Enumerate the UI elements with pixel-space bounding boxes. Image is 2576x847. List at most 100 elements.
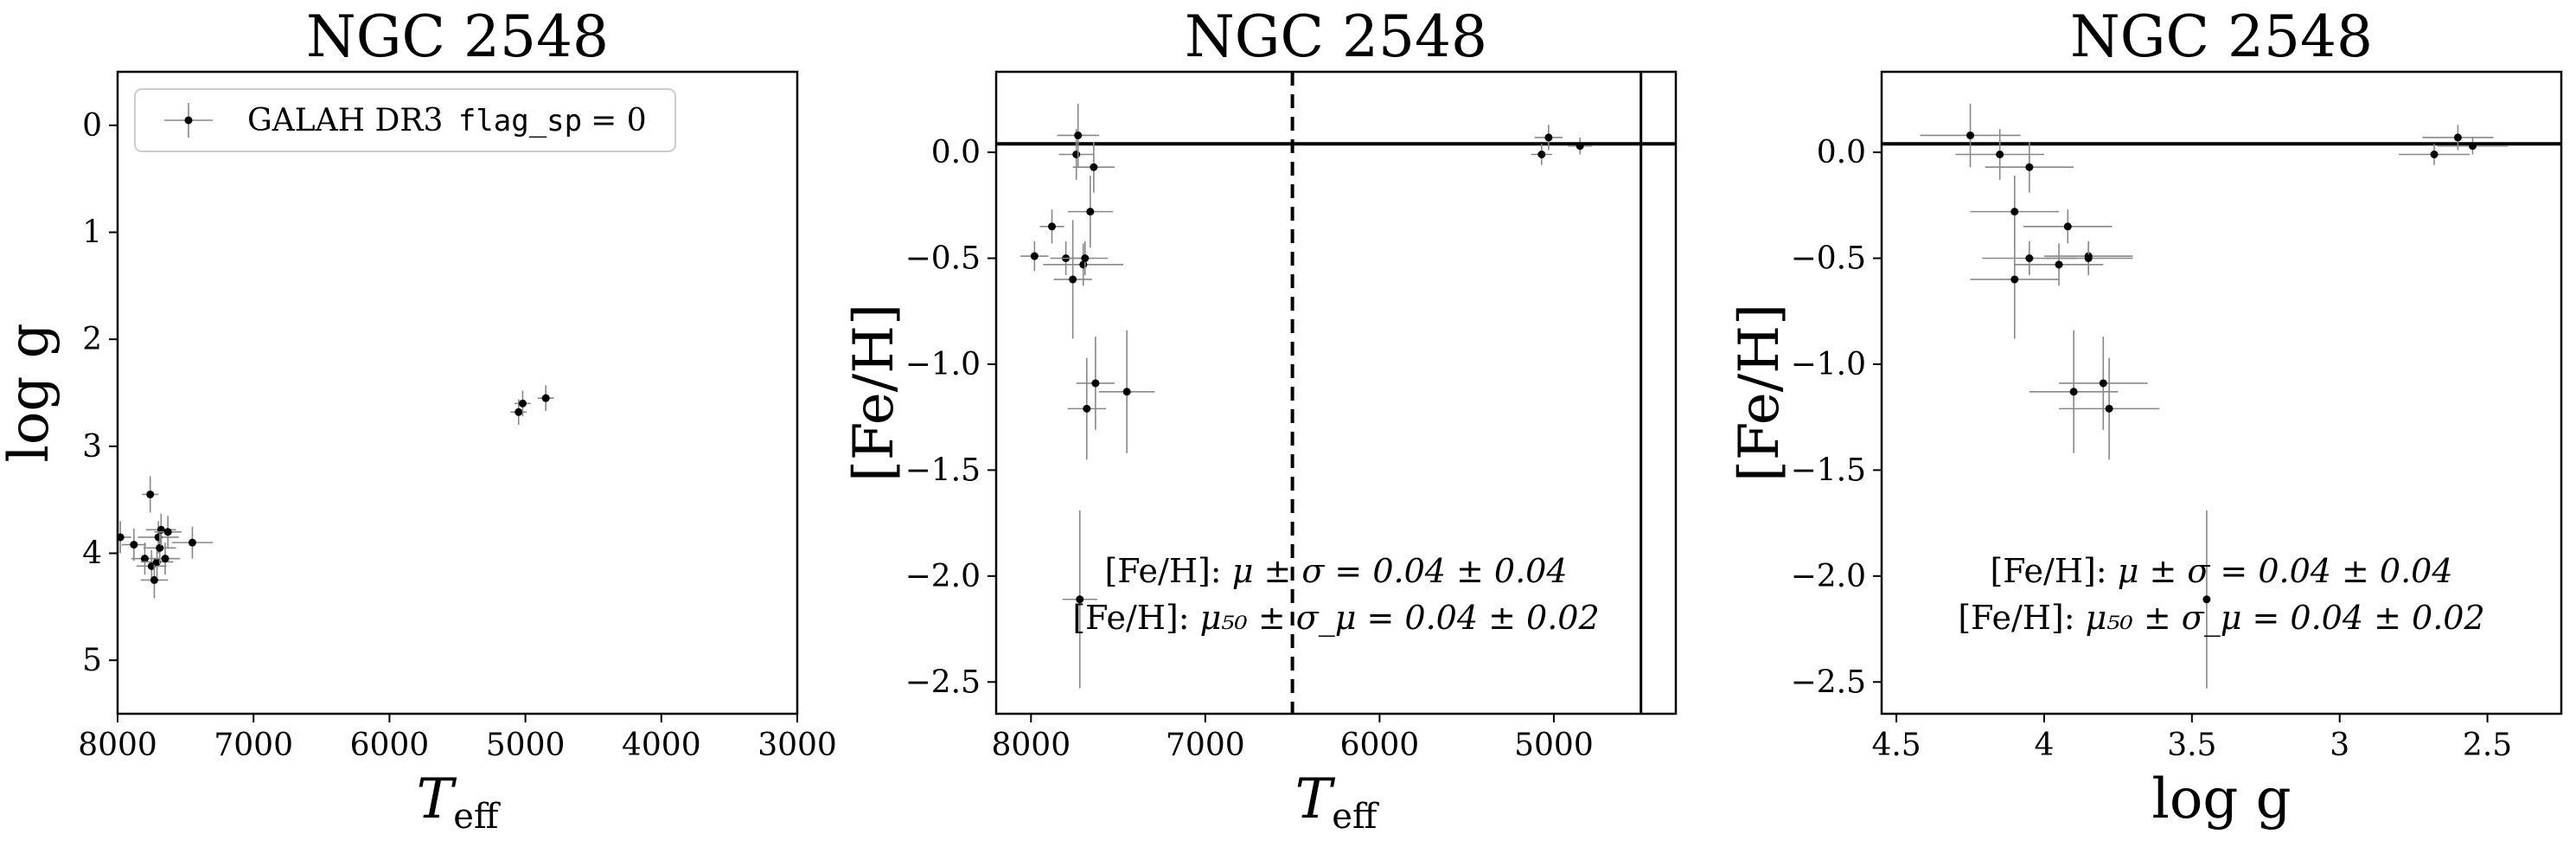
stat-annotation: [Fe/H]: μ ± σ = 0.04 ± 0.04 — [1104, 552, 1567, 590]
point-marker — [2025, 253, 2034, 262]
y-axis-label: log g — [0, 323, 61, 462]
point-marker — [1047, 222, 1056, 231]
x-axis-label-sub: eff — [453, 797, 501, 837]
y-tick-label: −2.0 — [905, 559, 981, 594]
stat-annotation-label: [Fe/H]: — [1104, 552, 1231, 590]
point-marker — [188, 538, 196, 547]
point-marker — [1086, 208, 1095, 216]
plot-teff-feh: NGC 2548 8000 7000 6000 5000 0.0 −0.5 −1.0 −1.5 −… — [842, 3, 1678, 837]
y-tick-label: 1 — [82, 215, 102, 251]
chart-title: NGC 2548 — [2070, 3, 2373, 70]
point-marker — [1091, 379, 1100, 388]
data-point — [1970, 220, 2060, 339]
y-tick-label: −1.5 — [905, 452, 981, 488]
data-point — [1076, 337, 1115, 430]
point-marker — [2010, 208, 2019, 216]
point-marker — [163, 528, 172, 536]
chart-title: NGC 2548 — [306, 3, 609, 70]
point-marker — [140, 555, 149, 563]
data-point — [1534, 125, 1563, 151]
x-axis-label: log g — [2151, 767, 2291, 831]
point-marker — [130, 541, 138, 549]
y-tick-label: 0 — [82, 108, 102, 144]
axes-frame — [116, 70, 799, 715]
point-marker — [153, 557, 162, 566]
data-point — [118, 521, 131, 554]
legend-label-survey: GALAH DR3 — [247, 103, 453, 138]
point-marker — [2468, 142, 2477, 151]
point-marker — [2430, 151, 2439, 159]
point-marker — [1074, 131, 1083, 139]
legend-label-flag: flag_sp — [458, 104, 582, 138]
data-point — [140, 561, 169, 599]
x-axis-label: Teff — [1295, 767, 1379, 837]
plot-teff-logg: NGC 2548 8000 7000 6000 5000 4000 3000 0 1 2 3 4 5 Te… — [0, 3, 837, 837]
point-marker — [1966, 131, 1975, 139]
stat-annotation-expr: μ ± σ = 0.04 ± 0.04 — [1232, 552, 1568, 590]
x-tick-label: 3.5 — [2167, 728, 2216, 763]
x-axis-label-main: T — [1295, 767, 1336, 831]
point-marker — [1537, 151, 1546, 159]
data-point — [1531, 144, 1552, 165]
chart-title: NGC 2548 — [1185, 3, 1487, 70]
data-point — [142, 476, 159, 513]
data-point — [1039, 209, 1064, 244]
y-axis-label: [Fe/H] — [842, 304, 906, 482]
data-point — [2059, 357, 2160, 460]
point-marker — [118, 533, 125, 542]
x-tick-label: 8000 — [78, 728, 157, 763]
x-axis-label-sub: eff — [1332, 797, 1379, 837]
data-point — [2029, 330, 2119, 453]
x-tick-label: 5000 — [1514, 728, 1594, 763]
stat-annotation-label: [Fe/H]: — [1990, 552, 2117, 590]
data-point — [1568, 137, 1593, 155]
point-marker — [1996, 151, 2004, 159]
data-point — [2202, 510, 2211, 689]
y-tick-label: 0.0 — [931, 135, 981, 170]
stat-annotation-expr: μ ± σ = 0.04 ± 0.04 — [2118, 552, 2453, 590]
data-point — [1072, 141, 1115, 193]
y-tick-label: 5 — [82, 643, 102, 678]
data-point — [1062, 241, 1108, 276]
point-marker — [2084, 253, 2093, 262]
y-tick-label: 0.0 — [1817, 135, 1866, 170]
x-tick-label: 6000 — [1340, 728, 1420, 763]
plot-area — [118, 385, 554, 599]
y-tick-label: −1.0 — [1791, 347, 1866, 382]
y-tick-label: 4 — [82, 536, 102, 572]
data-point — [1985, 141, 2074, 193]
data-point — [1098, 330, 1155, 453]
x-tick-label: 3000 — [757, 728, 837, 763]
point-marker — [156, 543, 164, 552]
data-point — [121, 529, 147, 561]
point-marker — [147, 561, 156, 570]
plot-logg-feh: NGC 2548 4.5 4 3.5 3 2.5 0.0 −0.5 −1.0 −1.5 −2.0 −2… — [1728, 3, 2563, 831]
data-point — [537, 385, 554, 412]
data-point — [150, 542, 181, 575]
stat-annotation-expr: μ₅₀ ± σ_μ = 0.04 ± 0.02 — [1200, 599, 1600, 638]
point-marker — [541, 394, 550, 402]
x-tick-label: 5000 — [486, 728, 566, 763]
data-point — [2023, 209, 2113, 244]
axes-frame — [994, 70, 1678, 715]
point-marker — [2063, 222, 2072, 231]
y-axis-label: [Fe/H] — [1728, 304, 1792, 482]
data-point — [2059, 337, 2148, 430]
point-marker — [1122, 388, 1131, 396]
point-marker — [2202, 595, 2211, 604]
legend-label-value: = 0 — [591, 103, 647, 138]
data-point — [140, 545, 174, 578]
x-tick-label: 2.5 — [2463, 728, 2512, 763]
y-tick-label: −1.0 — [905, 347, 981, 382]
x-tick-label: 4000 — [622, 728, 701, 763]
y-tick-label: −2.5 — [905, 664, 981, 700]
data-point — [1057, 103, 1099, 168]
y-tick-label: 3 — [82, 429, 102, 465]
data-point — [1067, 175, 1114, 248]
data-point — [2014, 243, 2104, 286]
stat-annotation: [Fe/H]: μ₅₀ ± σ_μ = 0.04 ± 0.02 — [1958, 599, 2484, 638]
x-axis-label-main: T — [417, 767, 457, 831]
x-tick-label: 6000 — [350, 728, 430, 763]
data-point — [2399, 144, 2471, 165]
